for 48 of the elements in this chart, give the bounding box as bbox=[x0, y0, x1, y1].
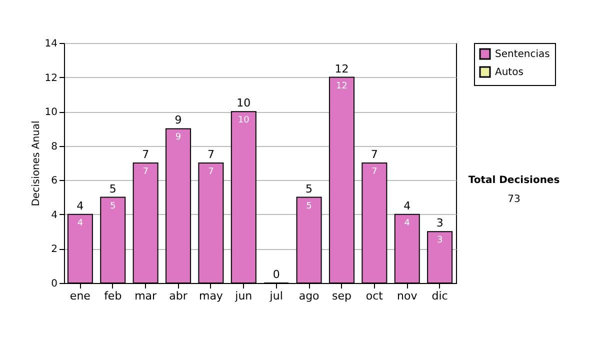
total-label: 0 bbox=[272, 268, 280, 281]
data-label: 7 bbox=[208, 167, 214, 177]
y-tick-label: 10 bbox=[44, 107, 58, 118]
x-tick-label: abr bbox=[169, 290, 188, 302]
data-label: 5 bbox=[110, 201, 116, 212]
x-tick-label: ago bbox=[298, 290, 320, 302]
data-label: 10 bbox=[238, 116, 250, 126]
text: Total Decisiones bbox=[468, 175, 560, 186]
y-tick-label: 2 bbox=[51, 244, 58, 256]
y-tick-label: 8 bbox=[51, 141, 58, 152]
data-label: 7 bbox=[372, 167, 378, 177]
y-tick-label: 14 bbox=[44, 38, 58, 50]
total-label: 12 bbox=[334, 62, 349, 76]
x-tick-label: oct bbox=[366, 290, 384, 302]
total-label: 7 bbox=[142, 148, 150, 161]
x-tick-label: ene bbox=[70, 290, 91, 302]
x-tick-label: jun bbox=[234, 290, 252, 302]
data-label: 12 bbox=[336, 81, 348, 92]
data-label: 5 bbox=[306, 201, 312, 212]
x-tick-label: nov bbox=[397, 290, 418, 302]
y-tick-label: 4 bbox=[51, 210, 58, 221]
data-label: 7 bbox=[142, 167, 148, 177]
total-label: 4 bbox=[404, 199, 411, 212]
data-label: 3 bbox=[436, 236, 443, 246]
x-tick-label: mar bbox=[134, 290, 158, 302]
x-tick-label: sep bbox=[332, 290, 352, 302]
text: 73 bbox=[508, 194, 520, 205]
total-label: 5 bbox=[109, 182, 116, 196]
total-label: 4 bbox=[76, 199, 84, 212]
y-axis-title: Decisiones Anual bbox=[30, 120, 42, 206]
total-label: 7 bbox=[370, 148, 378, 161]
x-tick-label: dic bbox=[432, 290, 448, 302]
x-tick-label: feb bbox=[104, 290, 122, 302]
y-tick-label: 0 bbox=[51, 278, 58, 290]
total-label: 3 bbox=[436, 216, 444, 230]
total-label: 9 bbox=[174, 114, 182, 127]
total-label: 10 bbox=[236, 96, 251, 110]
data-label: 4 bbox=[77, 218, 84, 228]
legend-label: Sentencias bbox=[495, 49, 550, 60]
legend-label: Autos bbox=[495, 67, 524, 78]
x-tick-label: may bbox=[198, 290, 224, 302]
data-label: 9 bbox=[175, 132, 182, 143]
total-label: 7 bbox=[207, 148, 214, 161]
data-label: 4 bbox=[404, 218, 410, 228]
x-tick-label: jul bbox=[268, 290, 283, 302]
y-tick-label: 12 bbox=[44, 72, 58, 84]
total-label: 5 bbox=[306, 182, 313, 196]
y-tick-label: 6 bbox=[51, 176, 58, 187]
